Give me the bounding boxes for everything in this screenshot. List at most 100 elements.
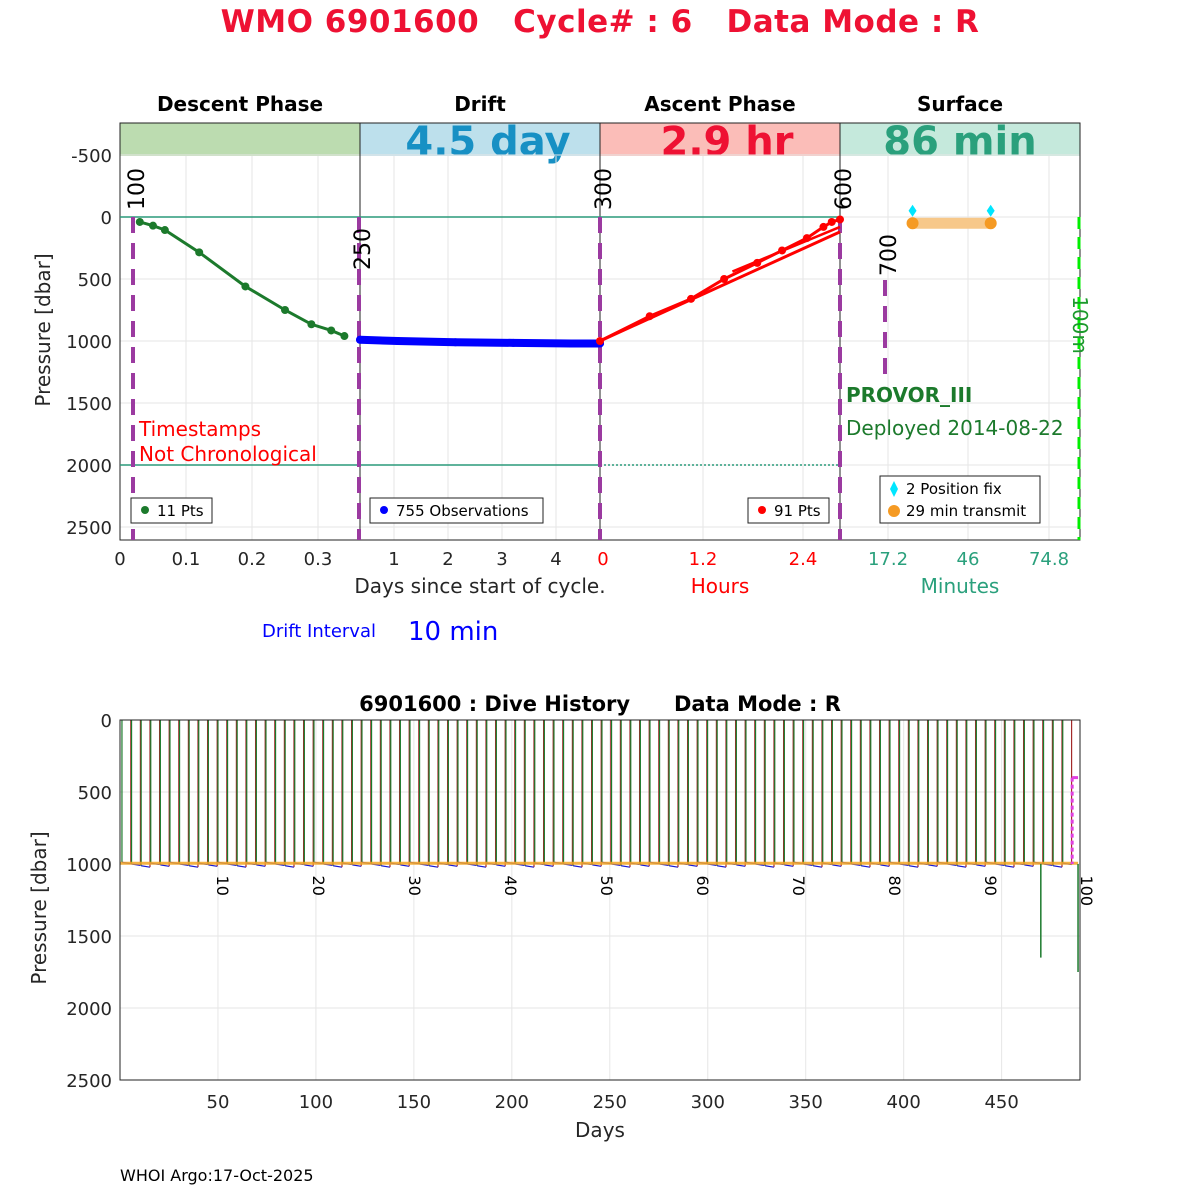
drift-band <box>360 123 600 156</box>
marker-100-label: 100 <box>125 168 150 210</box>
cycle-label: 10 <box>213 876 232 896</box>
marker-600-label: 600 <box>832 168 857 210</box>
drift-series <box>356 335 604 348</box>
dive-history-series <box>120 720 1079 972</box>
drift-trace <box>976 864 986 867</box>
drift-trace <box>736 864 746 867</box>
drift-legend: 755 Observations <box>369 497 544 524</box>
transmit-legend-text: 29 min transmit <box>906 502 1026 520</box>
descent-legend: 11 Pts <box>130 497 213 524</box>
ascent-point <box>836 215 844 224</box>
drift-trace <box>189 865 199 868</box>
drift-trace <box>544 864 554 867</box>
drift-legend-text: 755 Observations <box>396 502 529 520</box>
x-ticks-drift: 1 2 3 4 <box>388 549 561 570</box>
ascent-point <box>687 294 696 303</box>
cycle-labels: 10 20 30 40 50 60 70 80 90 100 <box>213 876 1096 907</box>
descent-point <box>241 282 250 291</box>
surface-legend: 2 Position fix 29 min transmit <box>879 475 1041 524</box>
dive-history-chart: 6901600 : Dive History Data Mode : R 10 2… <box>27 692 1096 1142</box>
drift-trace <box>400 864 410 867</box>
drift-legend-marker <box>380 506 388 514</box>
y-axis-label: Pressure [dbar] <box>31 253 55 406</box>
ascent-band <box>600 123 840 156</box>
drift-trace <box>573 865 583 868</box>
x-tick: 200 <box>495 1092 529 1113</box>
x-tick: 1.2 <box>689 549 718 570</box>
y-tick: 500 <box>78 270 112 291</box>
transmit-point <box>906 217 919 230</box>
cycle-label: 100 <box>1077 876 1096 907</box>
x-ticks-ascent: 0 1.2 2.4 <box>597 549 817 570</box>
cycle-label: 60 <box>693 876 712 896</box>
drift-point <box>356 335 364 344</box>
ascent-point <box>645 312 654 321</box>
marker-100m-label: 100m <box>1068 296 1092 354</box>
drift-trace <box>640 864 650 867</box>
descent-point <box>307 320 316 329</box>
drift-trace <box>1053 865 1063 868</box>
y-ticks: 0 500 1000 1500 2000 2500 <box>66 711 112 1092</box>
plot-frame <box>119 719 1081 1081</box>
descent-point <box>340 332 349 341</box>
drift-point <box>509 338 518 347</box>
drift-trace <box>304 864 314 867</box>
x-label-minutes: Minutes <box>921 574 1000 598</box>
drift-trace <box>717 865 727 868</box>
y-tick: 2000 <box>66 999 112 1020</box>
drift-point <box>451 338 460 347</box>
marker-700-label: 700 <box>877 234 902 276</box>
descent-legend-marker <box>141 506 149 514</box>
drift-trace <box>880 864 890 867</box>
drift-trace <box>928 864 938 867</box>
ascent-point <box>819 222 828 231</box>
panel-title-ascent: Ascent Phase <box>644 92 795 116</box>
drift-trace <box>333 865 343 868</box>
y-tick: 2000 <box>66 456 112 477</box>
drift-trace <box>909 865 919 868</box>
drift-trace <box>688 864 698 867</box>
x-tick: 0.1 <box>172 549 201 570</box>
x-tick: 46 <box>957 549 980 570</box>
x-tick: 1 <box>388 549 399 570</box>
position-fix-legend-marker <box>890 481 898 497</box>
cycle-label: 20 <box>309 876 328 896</box>
drift-trace <box>784 864 794 867</box>
drift-trace <box>381 865 391 868</box>
y-tick: 2500 <box>66 518 112 539</box>
surface-band <box>840 123 1080 156</box>
x-tick: 0.2 <box>238 549 267 570</box>
drift-trace <box>237 865 247 868</box>
drift-trace <box>429 865 439 868</box>
drift-point <box>567 339 576 348</box>
y-tick: 0 <box>101 711 112 732</box>
y-tick: 500 <box>78 783 112 804</box>
drift-trace <box>592 864 602 867</box>
x-tick: 74.8 <box>1029 549 1069 570</box>
drift-trace <box>832 864 842 867</box>
surface-series <box>906 204 997 230</box>
transmit-legend-marker <box>888 505 900 517</box>
y-tick: -500 <box>71 146 112 167</box>
drift-trace <box>160 864 170 867</box>
ascent-legend-text: 91 Pts <box>774 502 821 520</box>
drift-trace <box>496 864 506 867</box>
y-ticks: -500 0 500 1000 1500 2000 2500 <box>66 146 112 539</box>
ascent-point <box>720 275 729 283</box>
platform-name: PROVOR_III <box>846 383 972 407</box>
y-tick: 1000 <box>66 855 112 876</box>
main-title: WMO 6901600 Cycle# : 6 Data Mode : R <box>220 4 980 40</box>
drift-interval-label: Drift Interval <box>262 621 376 642</box>
descent-point <box>160 226 169 235</box>
drift-trace <box>1005 865 1015 868</box>
deployed-date: Deployed 2014-08-22 <box>846 416 1064 440</box>
x-tick: 3 <box>496 549 507 570</box>
position-fix-legend-text: 2 Position fix <box>906 480 1002 498</box>
y-axis-label: Pressure [dbar] <box>27 831 51 984</box>
x-tick: 100 <box>299 1092 333 1113</box>
ascent-point <box>802 234 811 243</box>
descent-point <box>327 326 336 335</box>
ascent-point <box>596 337 604 345</box>
x-tick: 4 <box>550 549 561 570</box>
